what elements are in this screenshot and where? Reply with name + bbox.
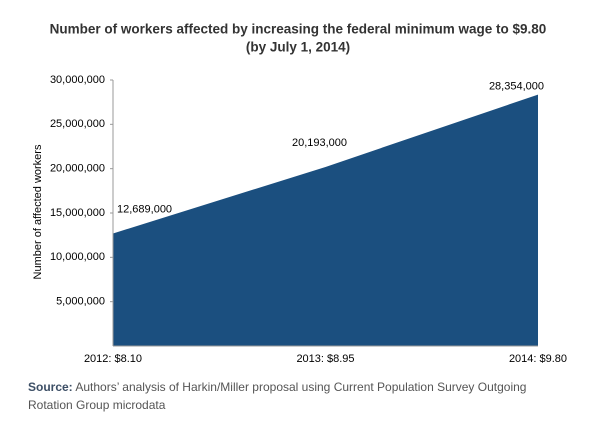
x-tick-label: 2014: $9.80 — [509, 353, 567, 365]
chart-subtitle: (by July 1, 2014) — [246, 40, 350, 55]
source-label: Source: — [28, 380, 73, 394]
y-tick-label: 20,000,000 — [50, 163, 105, 175]
area — [113, 94, 538, 346]
x-tick-label: 2012: $8.10 — [84, 353, 142, 365]
y-tick-label: 25,000,000 — [50, 118, 105, 130]
y-tick-label: 5,000,000 — [56, 296, 105, 308]
y-tick-label: 10,000,000 — [50, 251, 105, 263]
y-axis-title: Number of affected workers — [32, 144, 44, 279]
chart-title: Number of workers affected by increasing… — [50, 22, 547, 37]
x-tick-label: 2013: $8.95 — [296, 353, 354, 365]
data-label: 28,354,000 — [489, 81, 544, 93]
data-label: 12,689,000 — [117, 203, 172, 215]
source-line-2: Rotation Group microdata — [28, 398, 166, 412]
source: Authors’ analysis of Harkin/Miller propo… — [75, 380, 526, 394]
y-tick-label: 15,000,000 — [50, 207, 105, 219]
source-line-1: Source: Authors’ analysis of Harkin/Mill… — [28, 380, 526, 394]
data-label: 20,193,000 — [292, 137, 347, 149]
y-tick-label: 30,000,000 — [50, 74, 105, 86]
